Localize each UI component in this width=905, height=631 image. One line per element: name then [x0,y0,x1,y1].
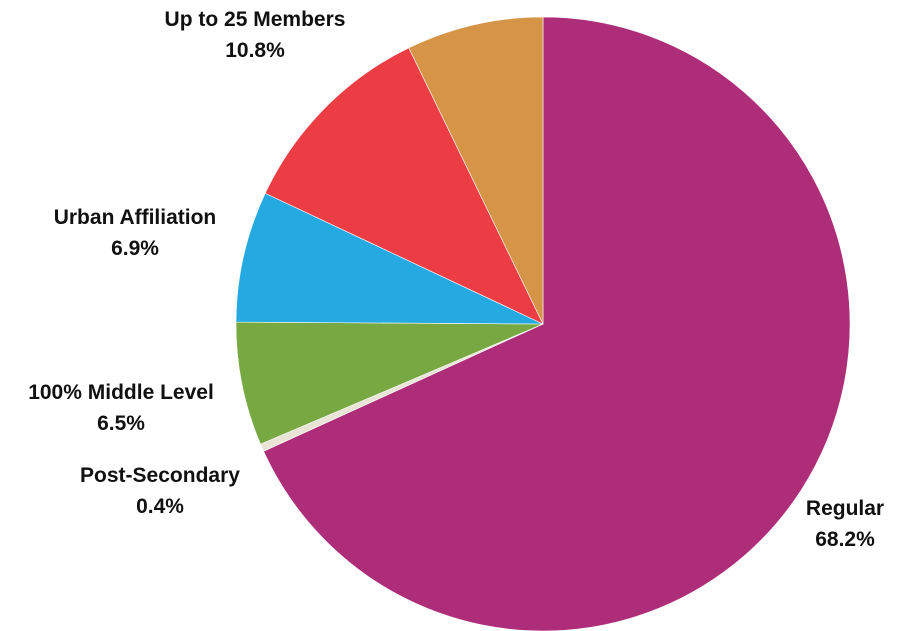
label-regular: Regular 68.2% [790,493,900,555]
label-urban-affiliation-name: Urban Affiliation [53,206,217,229]
label-post-secondary-name: Post-Secondary [80,464,240,487]
label-up-to-25-members: Up to 25 Members 10.8% [140,4,370,66]
label-regular-percent: 68.2% [815,528,875,551]
label-urban-affiliation-percent: 6.9% [111,237,159,260]
slice-regular [263,16,851,631]
label-urban-affiliation: Urban Affiliation 6.9% [30,202,240,264]
label-up-to-25-members-percent: 10.8% [225,39,285,62]
slice-up-to-25-members [264,47,544,325]
label-middle-level-name: 100% Middle Level [28,381,214,404]
label-up-to-25-members-name: Up to 25 Members [164,8,346,31]
label-regular-name: Regular [805,497,885,520]
label-middle-level: 100% Middle Level 6.5% [6,377,236,439]
slice-urban-affiliation [235,192,544,325]
pie-slices [235,16,851,631]
slice-unlabeled-5 [408,16,544,325]
label-middle-level-percent: 6.5% [97,412,145,435]
label-post-secondary-percent: 0.4% [136,495,184,518]
slice-100-middle-level [235,321,544,445]
label-post-secondary: Post-Secondary 0.4% [50,460,270,522]
